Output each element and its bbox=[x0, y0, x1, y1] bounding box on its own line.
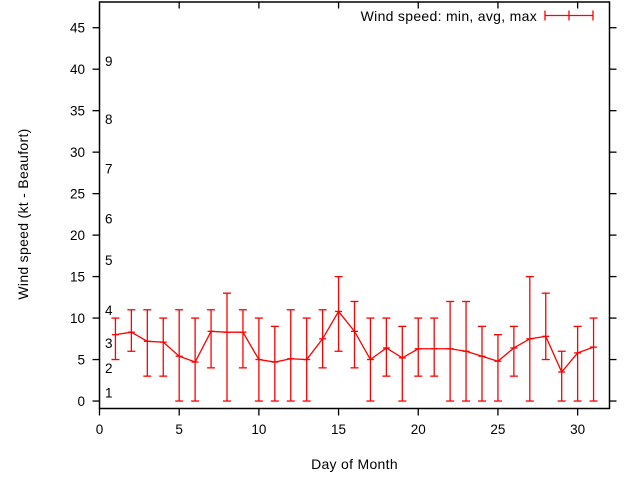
svg-text:6: 6 bbox=[105, 212, 113, 227]
svg-text:8: 8 bbox=[105, 112, 113, 127]
y-axis-title: Wind speed (kt - Beaufort) bbox=[15, 128, 31, 300]
svg-text:2: 2 bbox=[105, 361, 113, 376]
svg-text:45: 45 bbox=[70, 21, 85, 36]
svg-text:20: 20 bbox=[70, 228, 85, 243]
svg-text:5: 5 bbox=[105, 253, 113, 268]
svg-text:20: 20 bbox=[411, 422, 426, 437]
legend-label: Wind speed: min, avg, max bbox=[360, 8, 537, 24]
svg-text:15: 15 bbox=[331, 422, 346, 437]
svg-text:0: 0 bbox=[77, 394, 85, 409]
legend-sample-icon bbox=[544, 10, 594, 21]
svg-text:40: 40 bbox=[70, 62, 85, 77]
svg-text:9: 9 bbox=[105, 54, 113, 69]
svg-text:30: 30 bbox=[570, 422, 585, 437]
svg-text:7: 7 bbox=[105, 162, 113, 177]
plot-border bbox=[98, 1, 611, 410]
svg-text:35: 35 bbox=[70, 104, 85, 119]
svg-text:4: 4 bbox=[105, 303, 113, 318]
svg-text:10: 10 bbox=[70, 311, 85, 326]
svg-text:0: 0 bbox=[96, 422, 104, 437]
svg-text:3: 3 bbox=[105, 336, 113, 351]
svg-text:25: 25 bbox=[70, 187, 85, 202]
svg-text:5: 5 bbox=[77, 353, 85, 368]
x-axis-title: Day of Month bbox=[311, 456, 398, 472]
svg-text:5: 5 bbox=[175, 422, 183, 437]
svg-text:10: 10 bbox=[251, 422, 266, 437]
svg-text:1: 1 bbox=[105, 386, 113, 401]
svg-text:25: 25 bbox=[490, 422, 505, 437]
svg-text:30: 30 bbox=[70, 145, 85, 160]
wind-errorbars bbox=[111, 275, 598, 402]
beaufort-labels: 1 2 3 4 5 6 7 8 9 bbox=[105, 54, 113, 401]
axis-ticks bbox=[92, 2, 617, 416]
avg-line bbox=[115, 310, 594, 374]
svg-text:15: 15 bbox=[70, 270, 85, 285]
